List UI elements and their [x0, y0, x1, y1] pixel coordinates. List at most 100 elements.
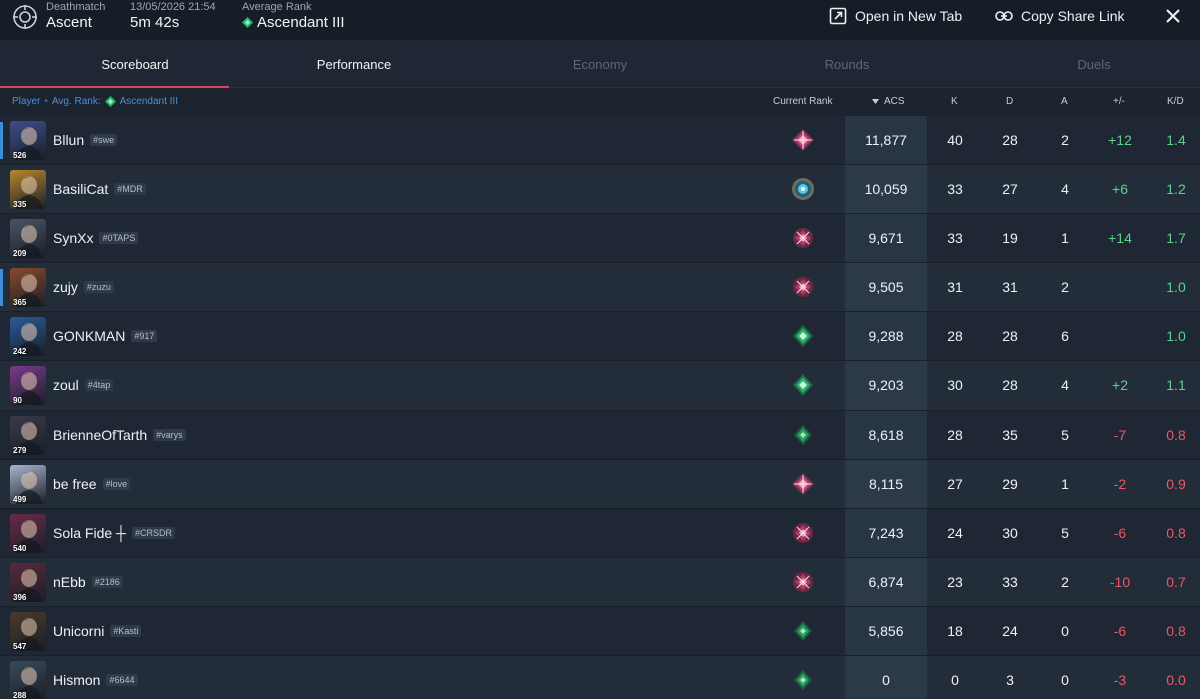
- deaths-value: 27: [1002, 181, 1018, 198]
- player-level: 526: [13, 151, 27, 160]
- player-tag: #zuzu: [83, 281, 114, 294]
- tab-performance[interactable]: Performance: [231, 40, 477, 88]
- tab-rounds[interactable]: Rounds: [724, 40, 970, 88]
- avatar[interactable]: 90: [10, 366, 46, 406]
- acs-header[interactable]: ACS: [872, 96, 905, 107]
- assists-value: 2: [1061, 279, 1069, 296]
- table-row[interactable]: 279 BrienneOfTarth #varys 8,618 28 35 5 …: [0, 410, 1200, 460]
- ascendant-low-rank-icon: [791, 668, 815, 692]
- player-level: 242: [13, 347, 27, 357]
- kd-value: 0.7: [1166, 573, 1186, 590]
- avatar[interactable]: 288: [10, 661, 46, 699]
- kd-value: 0.0: [1166, 672, 1186, 689]
- player-level: 209: [13, 249, 27, 259]
- kd-header[interactable]: K/D: [1167, 96, 1184, 107]
- table-row[interactable]: 499 be free #love 8,115 27 29 1 -2 0.9: [0, 459, 1200, 509]
- kd-value: 1.1: [1166, 377, 1186, 394]
- plus-minus-header[interactable]: +/-: [1113, 96, 1125, 107]
- match-header: Deathmatch Ascent 13/05/2026 21:54 5m 42…: [0, 0, 1200, 40]
- player-name-cell[interactable]: SynXx #0TAPS: [53, 230, 139, 247]
- avatar[interactable]: 279: [10, 415, 46, 455]
- player-tag: #Kasti: [110, 624, 142, 637]
- assists-header[interactable]: A: [1061, 96, 1068, 107]
- avatar[interactable]: 540: [10, 513, 46, 553]
- tab-economy[interactable]: Economy: [477, 40, 723, 88]
- agent-portrait-icon: [16, 519, 42, 553]
- agent-portrait-icon: [16, 372, 42, 406]
- tab-duels[interactable]: Duels: [971, 40, 1200, 88]
- player-name-cell[interactable]: zujy #zuzu: [53, 279, 114, 295]
- player-name-cell[interactable]: Unicorni #Kasti: [53, 623, 142, 639]
- acs-highlight: [845, 606, 927, 656]
- acs-header-label: ACS: [884, 96, 905, 107]
- deaths-header[interactable]: D: [1006, 96, 1014, 107]
- player-column-header: Player • Avg. Rank: Ascendant III: [12, 96, 178, 107]
- copy-share-link-label: Copy Share Link: [1021, 8, 1125, 24]
- match-time: 13/05/2026 21:54 5m 42s: [130, 1, 216, 32]
- table-row[interactable]: 335 BasiliCat #MDR 10,059 33 27 4 +6 1.2: [0, 165, 1200, 215]
- player-level: 547: [13, 641, 27, 651]
- avatar[interactable]: 396: [10, 562, 46, 602]
- player-name: GONKMAN: [53, 328, 126, 345]
- scoreboard-rows: 526 Bllun #swe 11,877 40 28 2 +12 1.4 33…: [0, 116, 1200, 699]
- table-row[interactable]: 242 GONKMAN #917 9,288 28 28 6 1.0: [0, 312, 1200, 362]
- current-rank-header[interactable]: Current Rank: [773, 96, 833, 107]
- player-name-cell[interactable]: BrienneOfTarth #varys: [53, 427, 186, 443]
- avatar[interactable]: 526: [10, 121, 46, 160]
- avatar[interactable]: 242: [10, 317, 46, 357]
- party-indicator: [0, 269, 3, 307]
- tab-scoreboard[interactable]: Scoreboard: [0, 40, 258, 88]
- player-name-cell[interactable]: Bllun #swe: [53, 132, 118, 148]
- table-row[interactable]: 288 Hismon #6644 0 0 3 0 -3 0.0: [0, 656, 1200, 699]
- player-tag: #love: [102, 477, 131, 490]
- player-name-cell[interactable]: zoul #4tap: [53, 377, 114, 393]
- kills-header[interactable]: K: [951, 96, 958, 107]
- player-tag: #917: [131, 330, 158, 343]
- avatar[interactable]: 335: [10, 170, 46, 210]
- close-icon[interactable]: [1164, 7, 1182, 25]
- player-name-cell[interactable]: BasiliCat #MDR: [53, 181, 146, 197]
- acs-value: 10,059: [864, 181, 908, 198]
- table-row[interactable]: 90 zoul #4tap 9,203 30 28 4 +2 1.1: [0, 361, 1200, 411]
- agent-portrait-icon: [16, 225, 42, 259]
- deaths-value: 28: [1002, 377, 1018, 394]
- assists-value: 1: [1061, 230, 1069, 247]
- table-row[interactable]: 365 zujy #zuzu 9,505 31 31 2 1.0: [0, 263, 1200, 313]
- kd-value: 1.2: [1166, 181, 1186, 198]
- player-level: 90: [13, 396, 22, 406]
- table-row[interactable]: 540 Sola Fide ┼ #CRSDR 7,243 24 30 5 -6 …: [0, 508, 1200, 558]
- open-new-tab-button[interactable]: Open in New Tab: [829, 6, 962, 26]
- copy-share-link-button[interactable]: Copy Share Link: [995, 6, 1125, 26]
- avatar[interactable]: 499: [10, 464, 46, 504]
- ascendant-low-rank-icon: [791, 619, 815, 643]
- player-level: 499: [13, 494, 27, 504]
- kills-value: 28: [947, 328, 963, 345]
- acs-highlight: [845, 312, 927, 361]
- avatar[interactable]: 547: [10, 611, 46, 651]
- mode-label: Deathmatch: [46, 1, 106, 13]
- player-name-cell[interactable]: nEbb #2186: [53, 574, 123, 590]
- plus-minus-value: +6: [1112, 181, 1128, 198]
- avatar[interactable]: 365: [10, 268, 46, 308]
- player-name-cell[interactable]: Hismon #6644: [53, 672, 138, 688]
- player-tag: #MDR: [114, 183, 146, 196]
- table-row[interactable]: 547 Unicorni #Kasti 5,856 18 24 0 -6 0.8: [0, 606, 1200, 657]
- plus-minus-value: -6: [1113, 622, 1127, 639]
- kills-value: 31: [947, 279, 963, 296]
- player-name: SynXx: [53, 230, 94, 247]
- player-name: nEbb: [53, 573, 86, 590]
- table-row[interactable]: 209 SynXx #0TAPS 9,671 33 19 1 +14 1.7: [0, 214, 1200, 264]
- avatar[interactable]: 209: [10, 219, 46, 259]
- player-name-cell[interactable]: Sola Fide ┼ #CRSDR: [53, 525, 175, 541]
- kills-value: 23: [947, 573, 963, 590]
- kills-value: 33: [947, 181, 963, 198]
- player-name-cell[interactable]: be free #love: [53, 476, 131, 492]
- assists-value: 6: [1061, 328, 1069, 345]
- deaths-value: 19: [1002, 230, 1018, 247]
- player-name-cell[interactable]: GONKMAN #917: [53, 328, 158, 345]
- acs-value: 9,505: [868, 279, 904, 296]
- table-row[interactable]: 526 Bllun #swe 11,877 40 28 2 +12 1.4: [0, 116, 1200, 166]
- agent-portrait-icon: [16, 421, 42, 455]
- tab-performance-label: Performance: [316, 56, 392, 72]
- table-row[interactable]: 396 nEbb #2186 6,874 23 33 2 -10 0.7: [0, 557, 1200, 607]
